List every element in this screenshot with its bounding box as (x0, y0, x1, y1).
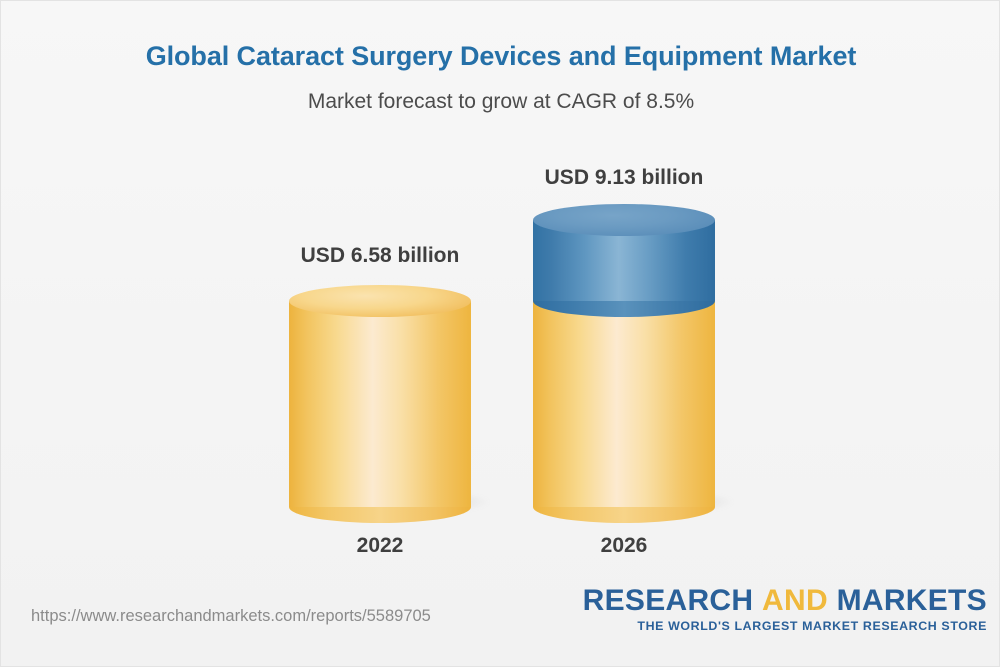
brand-word-and: AND (762, 584, 828, 617)
cylinder-top-ellipse-2022 (289, 285, 471, 317)
cylinder-base-body-2026 (533, 301, 715, 507)
category-label-2022: 2022 (356, 534, 404, 557)
brand-word-research: RESEARCH (582, 584, 754, 617)
brand-wordmark: RESEARCH AND MARKETS (583, 585, 987, 617)
chart-title: Global Cataract Surgery Devices and Equi… (145, 41, 857, 71)
brand-word-markets: MARKETS (836, 584, 987, 617)
brand-logo: RESEARCH AND MARKETS THE WORLD'S LARGEST… (583, 585, 987, 633)
cylinder-growth-top-ellipse-2026 (533, 204, 715, 236)
value-label-2026: USD 9.13 billion (544, 166, 704, 189)
cylinder-body-2022 (289, 301, 471, 507)
chart-subtitle: Market forecast to grow at CAGR of 8.5% (307, 90, 695, 113)
category-label-2026: 2026 (600, 534, 648, 557)
brand-tagline: THE WORLD'S LARGEST MARKET RESEARCH STOR… (637, 618, 987, 633)
value-label-2022: USD 6.58 billion (300, 244, 460, 267)
source-url[interactable]: https://www.researchandmarkets.com/repor… (31, 607, 431, 625)
chart-plot-area: USD 6.58 billion 2022 USD 9.13 billion (1, 1, 999, 581)
footer: https://www.researchandmarkets.com/repor… (1, 580, 999, 666)
